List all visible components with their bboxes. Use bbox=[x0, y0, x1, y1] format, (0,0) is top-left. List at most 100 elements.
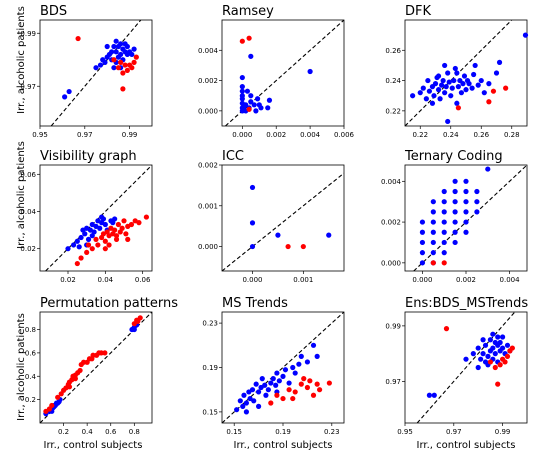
x-tick-label: 0.95 bbox=[32, 131, 48, 139]
data-point bbox=[106, 242, 112, 248]
y-tick-label: 0.000 bbox=[198, 243, 218, 251]
x-tick-label: 0.000 bbox=[412, 276, 432, 284]
data-point bbox=[78, 255, 84, 261]
panel-7: Permutation patterns 0.2 0.4 0.6 0.8 0.2 0.4 0.… bbox=[25, 296, 178, 436]
series-red bbox=[74, 214, 149, 267]
data-point bbox=[240, 403, 246, 409]
data-point bbox=[102, 246, 108, 252]
data-point bbox=[509, 345, 515, 351]
data-point bbox=[463, 209, 469, 215]
data-point bbox=[445, 70, 451, 76]
x-tick-label: 0.26 bbox=[473, 131, 489, 139]
x-tick-label: 0.97 bbox=[446, 428, 462, 436]
data-point bbox=[285, 243, 291, 250]
data-point bbox=[463, 229, 469, 235]
x-tick-label: 0.004 bbox=[500, 276, 521, 284]
data-point bbox=[310, 342, 317, 348]
data-point bbox=[487, 359, 493, 365]
data-point bbox=[426, 88, 432, 94]
data-point bbox=[493, 70, 500, 76]
data-point bbox=[286, 380, 292, 386]
panel-3: DFK 0.22 0.24 0.26 0.28 0.22 0.24 0.26 bbox=[385, 4, 529, 139]
data-point bbox=[439, 82, 445, 88]
data-point bbox=[490, 345, 496, 351]
data-point bbox=[482, 342, 489, 348]
data-point bbox=[102, 238, 108, 244]
data-point bbox=[113, 38, 119, 44]
data-point bbox=[445, 118, 451, 125]
x-tick-label: 0.4 bbox=[82, 428, 94, 436]
data-point bbox=[109, 49, 115, 55]
panel-9: Ens:BDS_MSTrends 0.95 0.97 0.99 0.97 0.99 bbox=[385, 296, 528, 436]
data-point bbox=[441, 239, 447, 246]
series-blue bbox=[234, 342, 320, 415]
x-tick-label: 0.002 bbox=[456, 276, 476, 284]
data-point bbox=[275, 232, 281, 238]
y-axis-label-row3: Irr., alcoholic patients bbox=[16, 313, 27, 421]
data-point bbox=[124, 67, 130, 73]
data-point bbox=[125, 236, 131, 242]
data-point bbox=[131, 46, 137, 52]
y-tick-label: 0.8 bbox=[25, 326, 36, 334]
data-point bbox=[419, 239, 426, 246]
x-axis-label-col3: Irr., control subjects bbox=[417, 440, 516, 451]
x-tick-label: 0.24 bbox=[443, 131, 459, 139]
data-point bbox=[304, 359, 310, 365]
y-tick-label: 0.2 bbox=[25, 396, 36, 404]
y-tick-label: 0.002 bbox=[381, 219, 401, 227]
panel-title: Permutation patterns bbox=[40, 296, 178, 311]
data-point bbox=[487, 337, 493, 343]
x-tick-label: 0.23 bbox=[324, 428, 340, 436]
data-point bbox=[66, 88, 72, 95]
series-blue bbox=[426, 331, 513, 398]
data-point bbox=[265, 387, 271, 393]
data-point bbox=[441, 188, 447, 195]
data-point bbox=[441, 219, 447, 225]
x-tick-label: 0.95 bbox=[397, 428, 413, 436]
data-point bbox=[500, 334, 506, 340]
data-point bbox=[270, 376, 276, 382]
data-point bbox=[475, 82, 481, 88]
data-point bbox=[136, 220, 142, 226]
data-point bbox=[463, 219, 469, 225]
data-point bbox=[280, 373, 286, 379]
data-point bbox=[93, 65, 99, 71]
data-point bbox=[486, 81, 492, 87]
data-point bbox=[307, 68, 313, 75]
data-point bbox=[300, 243, 306, 250]
data-point bbox=[452, 65, 458, 72]
data-point bbox=[290, 364, 296, 371]
data-point bbox=[419, 219, 426, 225]
data-point bbox=[115, 221, 121, 228]
y-tick-label: 0.23 bbox=[202, 320, 218, 328]
data-point bbox=[441, 260, 447, 266]
data-point bbox=[118, 51, 124, 58]
data-point bbox=[466, 81, 472, 87]
data-point bbox=[485, 353, 491, 359]
data-point bbox=[423, 96, 429, 102]
data-point bbox=[485, 166, 491, 172]
axes-frame bbox=[404, 19, 528, 127]
data-point bbox=[249, 387, 256, 393]
data-point bbox=[292, 389, 298, 395]
data-point bbox=[119, 225, 125, 231]
data-point bbox=[276, 378, 282, 384]
data-point bbox=[123, 231, 129, 237]
data-point bbox=[431, 93, 437, 99]
y-tick-label: 0.19 bbox=[202, 364, 218, 372]
data-point bbox=[113, 236, 120, 242]
data-point bbox=[475, 345, 481, 351]
data-point bbox=[463, 356, 469, 362]
y-tick-label: 0.000 bbox=[198, 107, 218, 115]
data-point bbox=[248, 93, 254, 99]
data-point bbox=[266, 97, 273, 103]
data-point bbox=[314, 353, 320, 359]
data-point bbox=[492, 351, 498, 357]
data-point bbox=[265, 105, 271, 111]
axes-frame bbox=[221, 19, 345, 127]
x-tick-label: 0.004 bbox=[300, 131, 321, 139]
data-point bbox=[253, 381, 259, 387]
data-point bbox=[124, 43, 130, 50]
series-red bbox=[285, 243, 306, 250]
data-point bbox=[452, 178, 458, 184]
